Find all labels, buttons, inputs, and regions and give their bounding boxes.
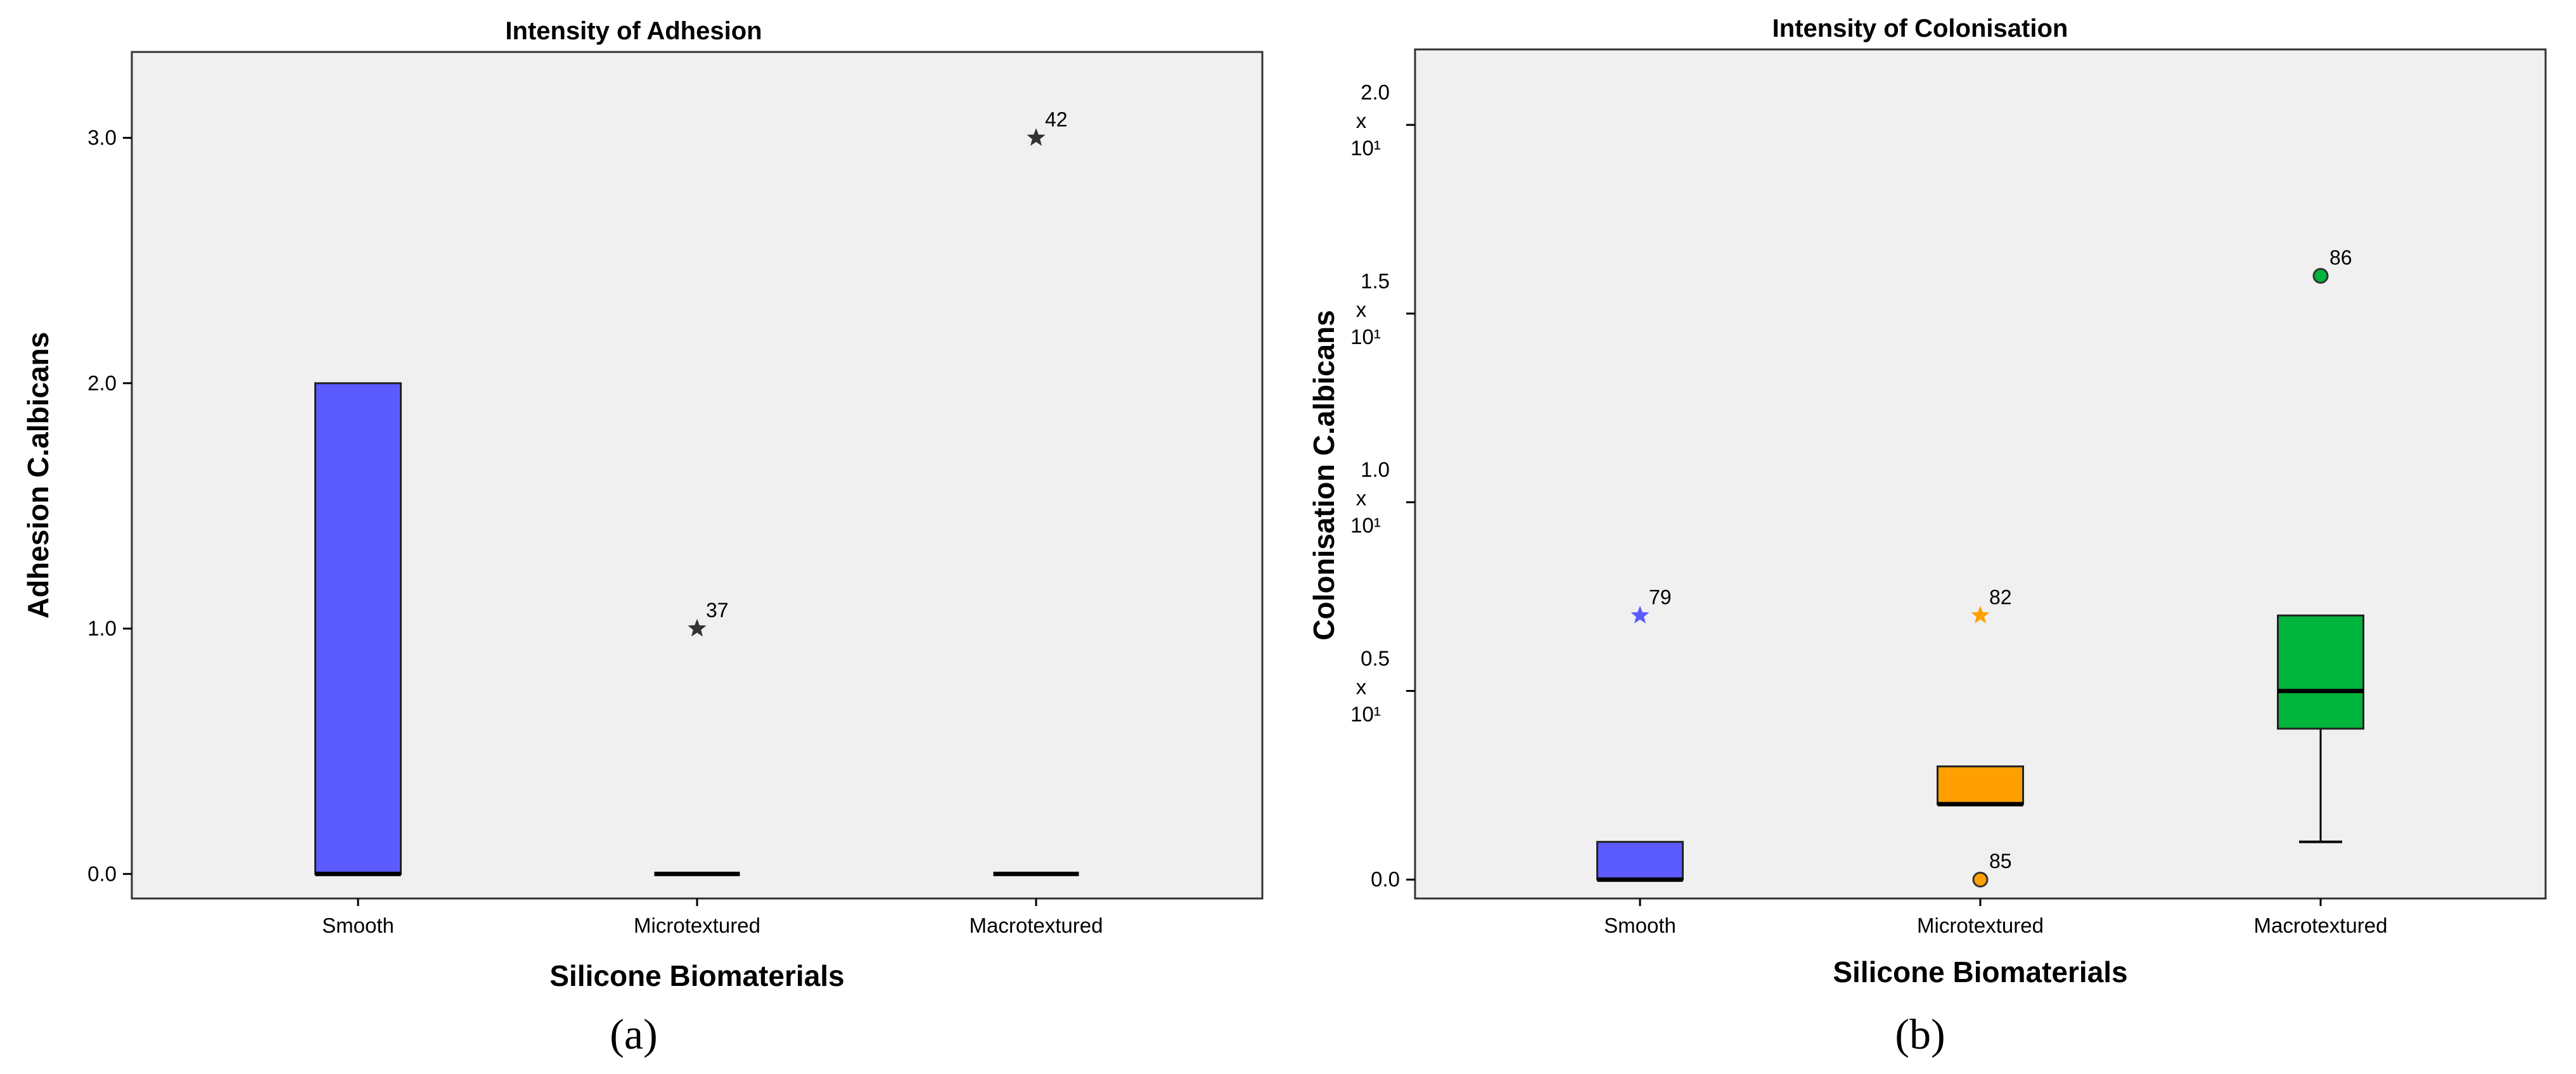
y-tick-label: 0.0	[1371, 867, 1400, 891]
box-microtextured	[1937, 765, 2024, 807]
y-tick-label: 1.5	[1361, 269, 1390, 293]
y-tick-label: 0.0	[87, 862, 117, 885]
chart-title-adhesion: Intensity of Adhesion	[505, 17, 762, 45]
outlier-85: 85	[1972, 850, 2012, 888]
box-body	[2277, 614, 2364, 730]
y-tick-label: 0.5	[1361, 646, 1390, 670]
outlier-79: 79	[1631, 585, 1672, 623]
chart-colonisation: Intensity of Colonisation Silicone Bioma…	[1307, 15, 2547, 1058]
outlier-label: 37	[706, 599, 729, 622]
y-tick-power: 10¹	[1350, 136, 1381, 160]
box-macrotextured	[2277, 614, 2364, 843]
box-smooth	[314, 382, 402, 876]
outlier-82: 82	[1971, 585, 2012, 623]
x-axis-title-colonisation: Silicone Biomaterials	[1833, 956, 2127, 988]
panel-label-b: (b)	[1895, 1010, 1945, 1058]
outlier-label: 85	[1989, 850, 2012, 873]
y-ticks-colonisation: 0.0 0.5 x 10¹ 1.0 x 10¹ 1.5 x 10¹ 2.0 x 10¹ Smooth Mic…	[1350, 80, 2387, 937]
box-body	[314, 382, 402, 875]
outlier-label: 79	[1649, 585, 1672, 608]
y-tick-multiplier: x	[1356, 298, 1367, 321]
y-tick-label: 2.0	[1361, 80, 1390, 104]
outlier-label: 82	[1989, 585, 2012, 608]
y-axis-title-adhesion: Adhesion C.albicans	[22, 332, 54, 618]
y-tick-multiplier: x	[1356, 675, 1367, 698]
outlier-label: 42	[1045, 108, 1068, 131]
panel-label-a: (a)	[610, 1010, 657, 1058]
outlier-circle-marker	[2312, 267, 2329, 284]
outlier-42: 42	[1027, 108, 1068, 146]
boxes-colonisation: 79 82 85 86	[1596, 246, 2364, 888]
outlier-star-marker	[688, 618, 707, 637]
x-tick-label-macrotextured: Macrotextured	[970, 914, 1103, 937]
y-tick-power: 10¹	[1350, 514, 1381, 537]
outlier-86: 86	[2312, 246, 2352, 284]
chart-adhesion: Intensity of Adhesion Silicone Biomateri…	[22, 17, 1264, 1058]
box-body	[1937, 765, 2024, 805]
x-tick-label-microtextured: Microtextured	[634, 914, 760, 937]
x-tick-label-microtextured: Microtextured	[1917, 914, 2044, 937]
chart-title-colonisation: Intensity of Colonisation	[1772, 15, 2068, 42]
box-smooth	[1596, 841, 1684, 882]
x-tick-label-macrotextured: Macrotextured	[2254, 914, 2388, 937]
x-tick-label-smooth: Smooth	[1604, 914, 1676, 937]
y-tick-multiplier: x	[1356, 109, 1367, 132]
y-axis-title-colonisation: Colonisation C.albicans	[1307, 310, 1340, 640]
outlier-37: 37	[688, 599, 729, 637]
y-tick-power: 10¹	[1350, 325, 1381, 348]
boxes-adhesion: 37 42	[314, 108, 1079, 876]
x-axis-title-adhesion: Silicone Biomaterials	[549, 959, 844, 992]
y-tick-label: 1.0	[1361, 458, 1390, 482]
outlier-circle-marker	[1972, 871, 1989, 888]
y-tick-multiplier: x	[1356, 487, 1367, 510]
y-ticks-adhesion: 0.0 1.0 2.0 3.0 Smooth Microtextured Macrotext…	[87, 126, 1103, 937]
y-tick-label: 1.0	[87, 617, 117, 640]
y-tick-label: 2.0	[87, 371, 117, 395]
outlier-star-marker	[1631, 605, 1650, 623]
outlier-label: 86	[2329, 246, 2352, 269]
plot-area-adhesion	[131, 51, 1264, 900]
y-tick-label: 3.0	[87, 126, 117, 150]
y-tick-power: 10¹	[1350, 702, 1381, 726]
x-tick-label-smooth: Smooth	[322, 914, 394, 937]
outlier-star-marker	[1027, 128, 1046, 146]
box-body	[1596, 841, 1684, 881]
plot-area-colonisation	[1414, 48, 2547, 900]
outlier-star-marker	[1971, 605, 1990, 623]
